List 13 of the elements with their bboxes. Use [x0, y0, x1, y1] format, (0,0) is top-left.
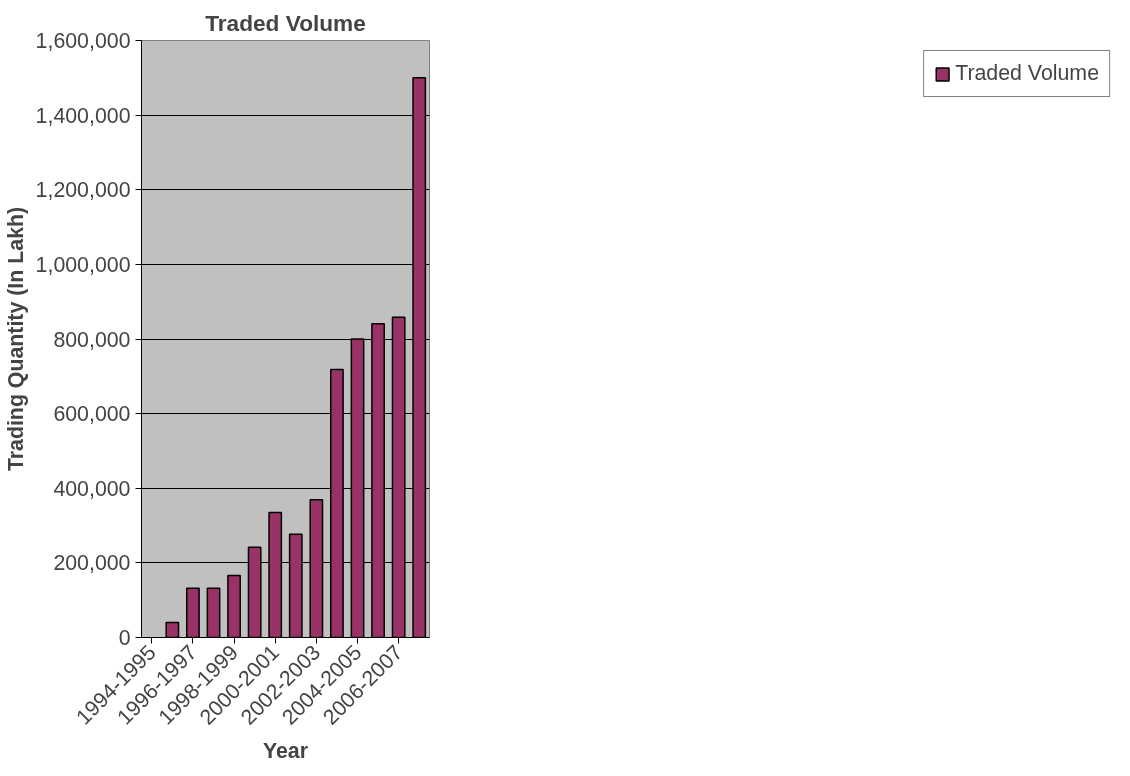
y-tick-label: 600,000: [53, 402, 131, 427]
y-axis-title: Trading Quantity (In Lakh): [3, 206, 28, 472]
y-tick-label: 1,200,000: [35, 178, 131, 203]
y-tick-label: 200,000: [53, 551, 131, 576]
y-tick-label: 800,000: [53, 327, 131, 352]
chart-title: Traded Volume: [205, 9, 366, 36]
legend-label: Traded Volume: [955, 61, 1099, 86]
y-tick-label: 400,000: [53, 476, 131, 501]
y-tick-label: 1,000,000: [35, 252, 131, 277]
y-tick-label: 1,400,000: [35, 103, 131, 128]
y-tick-label: 0: [118, 626, 131, 650]
x-axis-title: Year: [262, 739, 309, 764]
y-tick-label: 1,600,000: [35, 29, 131, 53]
